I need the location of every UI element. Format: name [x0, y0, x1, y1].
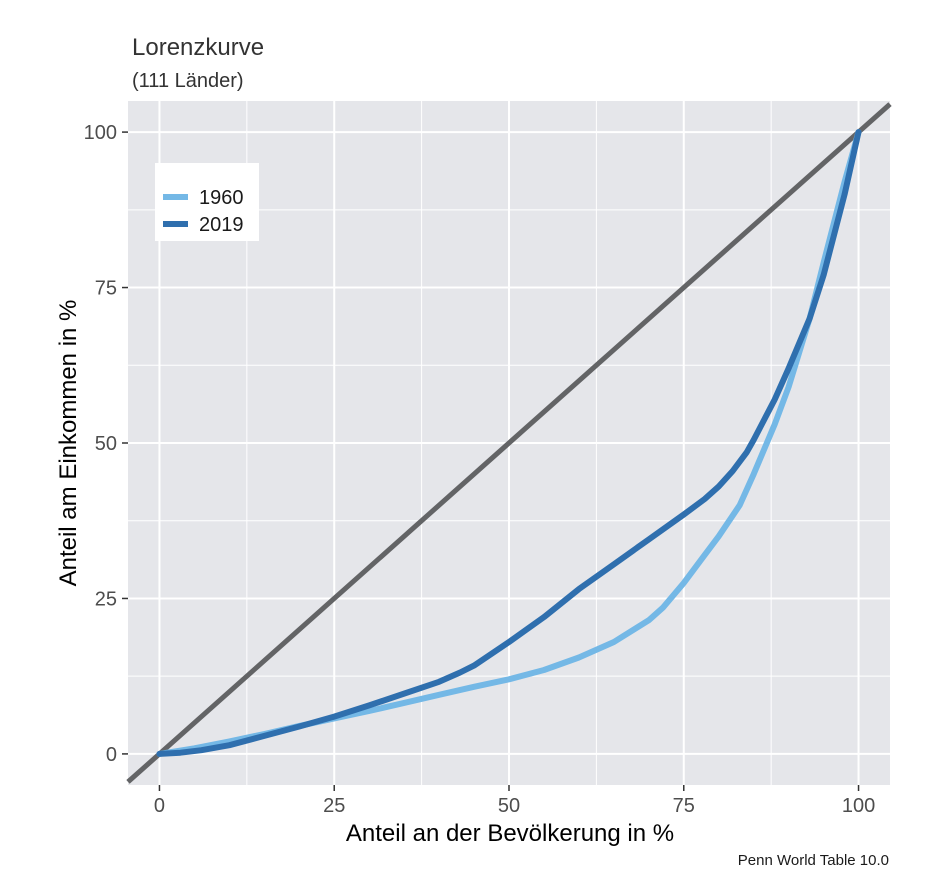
x-tick-label: 0 — [154, 795, 165, 817]
legend-label-1960: 1960 — [199, 187, 244, 209]
equality-line — [126, 102, 892, 784]
y-tick-label: 75 — [95, 278, 117, 300]
x-axis-title: Anteil an der Bevölkerung in % — [346, 820, 674, 847]
legend-label-2019: 2019 — [199, 214, 244, 236]
y-axis-title: Anteil am Einkommen in % — [55, 300, 82, 587]
x-tick-label: 75 — [673, 795, 695, 817]
y-tick-label: 50 — [95, 433, 117, 455]
chart-subtitle: (111 Länder) — [132, 70, 244, 92]
data-lines — [126, 102, 892, 784]
y-tick-label: 0 — [106, 744, 117, 766]
chart-title: Lorenzkurve — [132, 34, 264, 61]
y-tick-label: 100 — [84, 122, 117, 144]
series-line-2019 — [156, 129, 862, 757]
y-tick-label: 25 — [95, 588, 117, 610]
legend-box — [155, 163, 259, 241]
x-tick-label: 100 — [842, 795, 875, 817]
axis-ticks: 0 25 50 75 100 0 25 50 75 100 — [84, 122, 876, 817]
x-tick-label: 50 — [498, 795, 520, 817]
chart-legend: 1960 2019 — [155, 163, 259, 241]
chart-caption: Penn World Table 10.0 — [738, 852, 889, 869]
x-tick-label: 25 — [323, 795, 345, 817]
